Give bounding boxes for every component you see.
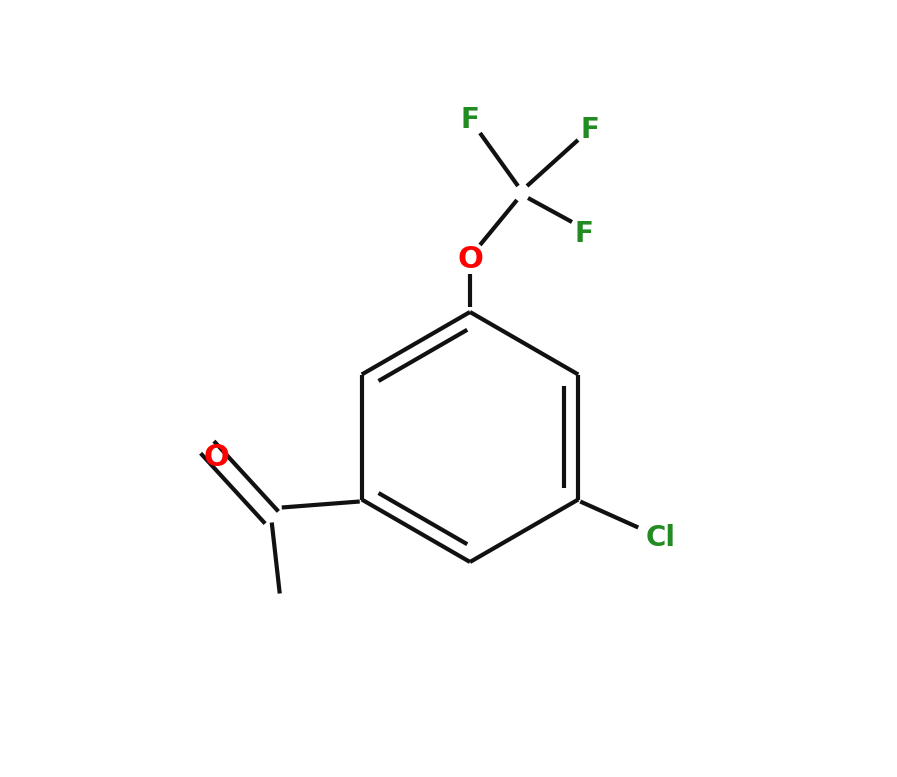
Text: F: F xyxy=(575,220,594,248)
Text: F: F xyxy=(580,116,599,144)
Text: O: O xyxy=(204,443,230,472)
Text: O: O xyxy=(457,246,483,274)
Text: Cl: Cl xyxy=(645,524,675,552)
Text: F: F xyxy=(460,106,479,134)
